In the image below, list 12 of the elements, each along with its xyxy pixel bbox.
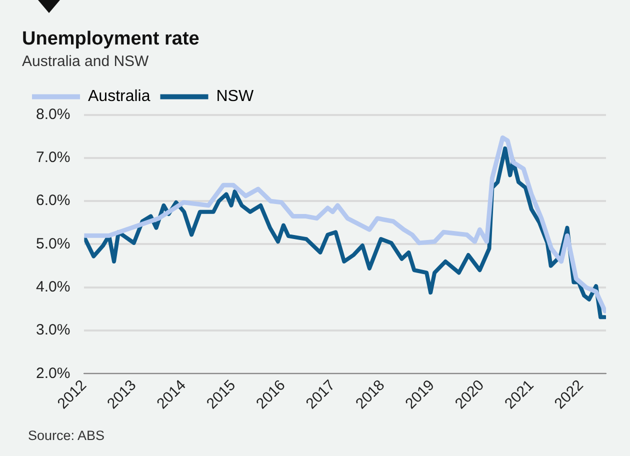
y-tick-label: 2.0% (36, 364, 70, 382)
legend-label: Australia (88, 88, 150, 106)
y-tick-label: 4.0% (36, 278, 70, 296)
y-tick-label: 6.0% (36, 192, 70, 210)
legend-label: NSW (216, 88, 254, 106)
chart-subtitle: Australia and NSW (22, 52, 150, 70)
source-note: Source: ABS (28, 428, 105, 443)
y-tick-label: 7.0% (36, 149, 70, 166)
chart-title: Unemployment rate (22, 28, 200, 50)
y-tick-label: 5.0% (36, 235, 70, 252)
y-tick-label: 3.0% (36, 322, 70, 339)
y-tick-label: 8.0% (36, 106, 70, 123)
